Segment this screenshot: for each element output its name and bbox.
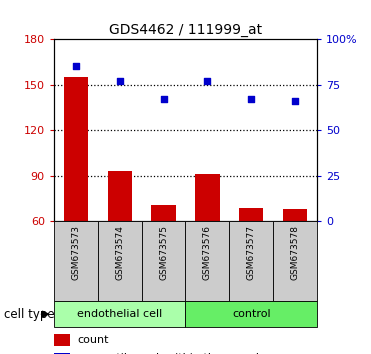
Point	[73, 63, 79, 69]
Point	[249, 96, 255, 102]
Bar	[142, 221, 186, 301]
Text: percentile rank within the sample: percentile rank within the sample	[78, 353, 265, 354]
Title: GDS4462 / 111999_at: GDS4462 / 111999_at	[109, 23, 262, 36]
Text: GSM673576: GSM673576	[203, 225, 212, 280]
Bar	[98, 221, 142, 301]
Bar	[273, 221, 317, 301]
Point	[161, 96, 167, 102]
Text: GSM673574: GSM673574	[115, 225, 124, 280]
Bar	[186, 221, 229, 301]
Text: GSM673578: GSM673578	[291, 225, 300, 280]
Bar	[229, 221, 273, 301]
Text: cell type: cell type	[4, 308, 54, 321]
Bar	[239, 207, 263, 221]
Text: GSM673577: GSM673577	[247, 225, 256, 280]
Bar	[186, 301, 317, 327]
Bar	[196, 174, 220, 221]
Bar	[64, 77, 88, 221]
Text: control: control	[232, 309, 271, 319]
Bar	[108, 171, 132, 221]
Text: endothelial cell: endothelial cell	[77, 309, 162, 319]
Point	[116, 78, 122, 84]
Text: count: count	[78, 335, 109, 345]
Bar	[283, 209, 307, 221]
Point	[204, 78, 210, 84]
Bar	[54, 353, 70, 354]
Bar	[54, 301, 185, 327]
Bar	[54, 335, 70, 346]
Text: GSM673573: GSM673573	[71, 225, 80, 280]
Text: GSM673575: GSM673575	[159, 225, 168, 280]
Bar	[151, 205, 175, 221]
Bar	[54, 221, 98, 301]
Point	[292, 98, 298, 104]
